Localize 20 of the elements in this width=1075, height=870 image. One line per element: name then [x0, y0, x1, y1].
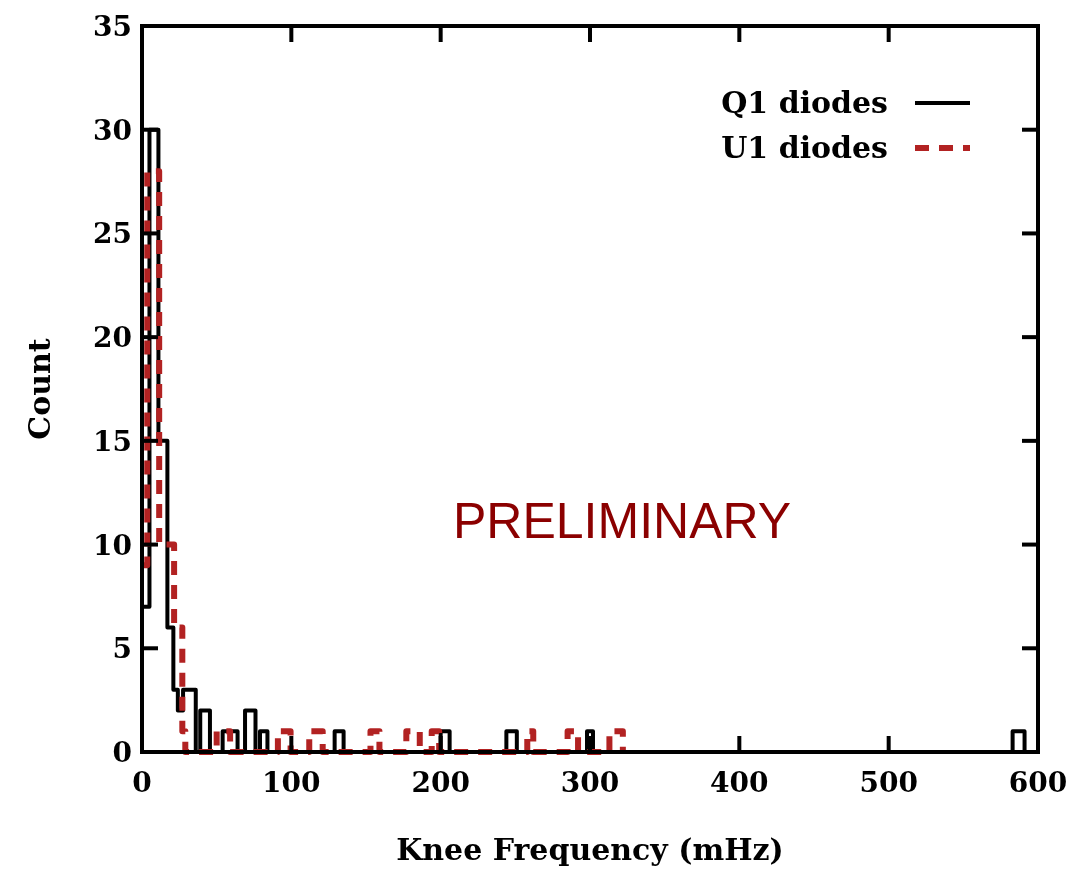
x-tick-label: 300: [560, 766, 620, 799]
x-tick-label: 100: [262, 766, 321, 799]
y-tick-label: 15: [93, 424, 132, 458]
x-tick-label: 0: [132, 766, 152, 799]
y-tick-label: 25: [93, 217, 132, 251]
y-tick-label: 35: [93, 10, 132, 43]
x-tick-label: 500: [859, 766, 918, 799]
y-axis-title: Count: [22, 338, 57, 440]
x-tick-label: 600: [1008, 766, 1068, 799]
y-tick-label: 10: [93, 528, 132, 562]
legend-label: Q1 diodes: [721, 85, 888, 120]
legend-label: U1 diodes: [721, 130, 888, 165]
x-tick-label: 200: [411, 766, 470, 799]
annotation: PRELIMINARY: [452, 493, 792, 549]
y-tick-label: 30: [93, 113, 132, 147]
x-axis-title: Knee Frequency (mHz): [396, 832, 784, 867]
y-tick-label: 5: [112, 632, 132, 666]
x-tick-label: 400: [710, 766, 769, 799]
y-tick-label: 0: [112, 736, 132, 769]
y-tick-label: 20: [93, 321, 132, 355]
